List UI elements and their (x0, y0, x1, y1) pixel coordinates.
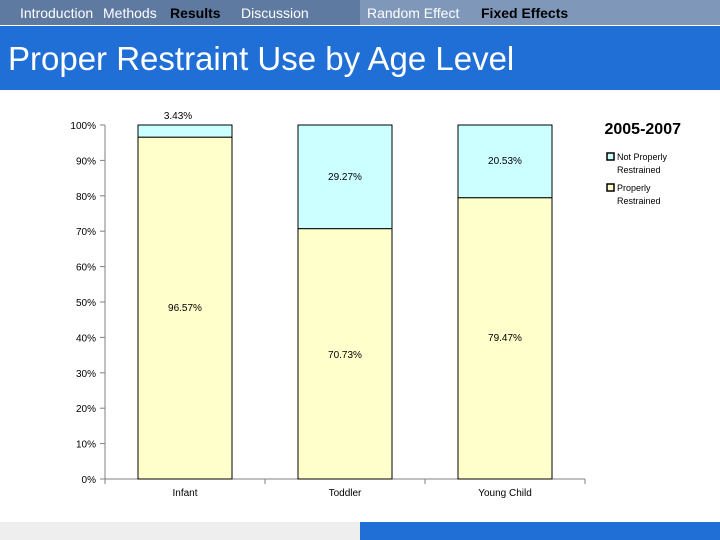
bar-segment (137, 124, 233, 138)
legend-label: Restrained (617, 165, 661, 175)
legend-label: Restrained (617, 196, 661, 206)
legend-swatch (606, 152, 615, 161)
bar-segment (457, 197, 553, 480)
chart-title: 2005-2007 (604, 121, 681, 138)
y-tick-label: 20% (76, 404, 96, 415)
title-bar (0, 26, 720, 90)
nav-random-effect[interactable]: Random Effect (367, 5, 460, 21)
nav-discussion[interactable]: Discussion (241, 5, 309, 21)
x-tick-label: Young Child (478, 488, 532, 499)
y-tick-label: 30% (76, 369, 96, 380)
bar-segment (457, 124, 553, 199)
data-label: 79.47% (488, 333, 522, 344)
nav-bar-right (360, 0, 720, 25)
y-tick-label: 60% (76, 263, 96, 274)
y-tick-label: 100% (70, 121, 96, 132)
x-tick-label: Toddler (329, 488, 362, 499)
legend-label: Properly (617, 183, 651, 193)
slide-title: Proper Restraint Use by Age Level (8, 40, 515, 77)
top-nav-bar (0, 0, 720, 25)
legend-swatch (606, 183, 615, 192)
nav-bar-left (0, 0, 360, 25)
y-tick-label: 10% (76, 440, 96, 451)
bar-segment (137, 136, 233, 480)
nav-results[interactable]: Results (170, 5, 221, 21)
bottom-bar-left (0, 522, 360, 540)
data-label: 96.57% (168, 303, 202, 314)
bar-segment (297, 124, 393, 230)
data-label: 3.43% (164, 111, 192, 122)
y-tick-label: 80% (76, 192, 96, 203)
y-tick-label: 90% (76, 156, 96, 167)
y-tick-label: 70% (76, 227, 96, 238)
y-tick-label: 40% (76, 333, 96, 344)
y-tick-label: 0% (82, 475, 97, 486)
nav-fixed-effects[interactable]: Fixed Effects (481, 5, 569, 21)
bottom-bar (0, 522, 720, 540)
data-label: 70.73% (328, 350, 362, 361)
bar-segment (297, 228, 393, 480)
data-label: 29.27% (328, 172, 362, 183)
nav-methods[interactable]: Methods (103, 5, 157, 21)
bottom-bar-right (360, 522, 720, 540)
legend-label: Not Properly (617, 152, 668, 162)
x-tick-label: Infant (172, 488, 197, 499)
nav-introduction[interactable]: Introduction (20, 5, 94, 21)
data-label: 20.53% (488, 156, 522, 167)
y-tick-label: 50% (76, 298, 96, 309)
